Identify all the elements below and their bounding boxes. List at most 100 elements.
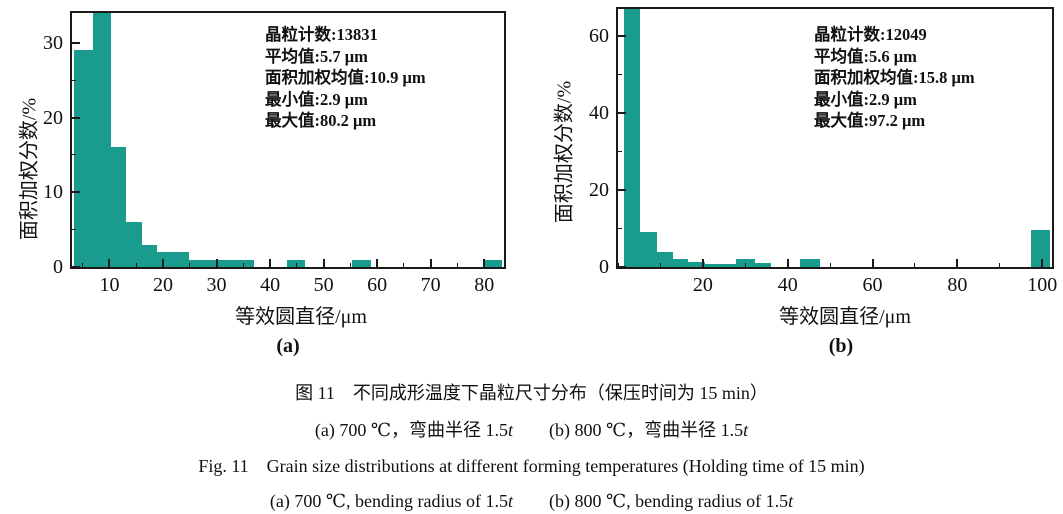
x-minor-tick [999,263,1001,267]
histogram-bar [188,259,254,267]
histogram-bar [673,259,689,267]
x-tick-label: 30 [206,274,227,296]
x-minor-tick [744,263,746,267]
histogram-bar [92,13,111,267]
y-axis-tick [618,34,626,37]
x-axis-tick [376,259,379,267]
y-minor-tick [618,73,622,75]
histogram-bar [704,263,736,267]
x-minor-tick [189,263,191,267]
caption-cn-title: 图 11 不同成形温度下晶粒尺寸分布（保压时间为 15 min） [295,383,768,403]
stats-annotation-line: 面积加权均值:15.8 μm [814,68,975,88]
x-minor-tick [296,263,298,267]
y-minor-tick [72,154,76,156]
stats-annotation-line: 最小值:2.9 μm [265,89,368,109]
x-axis-tick [871,259,874,267]
y-tick-label: 30 [43,31,63,54]
x-tick-label: 20 [153,274,173,296]
x-tick-label: 20 [692,274,713,296]
stats-annotation-line: 平均值:5.7 μm [265,46,368,66]
x-tick-label: 60 [367,274,388,296]
x-axis-tick [215,259,218,267]
y-axis-tick [618,266,626,268]
x-minor-tick [135,263,137,267]
x-axis-tick [108,259,111,267]
x-minor-tick [659,263,661,267]
x-axis-tick [483,259,486,267]
y-minor-tick [72,79,76,81]
stats-annotation-line: 平均值:5.6 μm [814,46,917,66]
caption-en-title: Fig. 11 Grain size distributions at diff… [198,456,865,476]
x-axis-tick [786,259,789,267]
x-minor-tick [456,263,458,267]
y-axis-tick [72,191,80,194]
x-minor-tick [617,263,619,267]
histogram-bar [125,222,142,267]
x-tick-label: 40 [260,274,281,296]
stats-annotation-line: 最大值:80.2 μm [265,111,377,131]
y-axis-tick [72,116,80,119]
y-axis-tick [72,41,80,44]
panel-label-b: (b) [828,335,854,357]
y-minor-tick [618,150,622,152]
histogram-bar [157,252,189,267]
y-tick-label: 0 [599,256,609,278]
x-tick-label: 40 [777,274,798,296]
x-axis-title-a: 等效圆直径/μm [235,306,367,328]
x-tick-label: 10 [99,274,120,296]
y-tick-label: 60 [589,24,609,47]
x-tick-label: 80 [474,274,495,296]
histogram-bar [141,244,158,267]
x-minor-tick [403,263,405,267]
stats-annotation-line: 晶粒计数:13831 [265,25,378,44]
histogram-bar [351,259,371,267]
x-tick-label: 60 [862,274,883,296]
x-axis-tick [1041,259,1044,267]
y-axis-tick [72,266,80,268]
x-axis-tick [269,259,272,267]
stats-annotation-line: 最大值:97.2 μm [814,111,926,131]
histogram-bar [799,259,820,267]
x-tick-label: 100 [1027,274,1058,296]
caption-cn-subtitle: (a) 700 ℃，弯曲半径 1.5t (b) 800 ℃，弯曲半径 1.5t [314,420,749,440]
x-axis-title-b: 等效圆直径/μm [779,306,911,328]
y-axis-tick [618,188,626,191]
panel-label-a: (a) [276,335,300,357]
plot-frame-b [616,7,1054,269]
x-minor-tick [82,263,84,267]
x-tick-label: 50 [313,274,334,296]
histogram-bar [73,50,93,267]
stats-annotation-line: 晶粒计数:12049 [814,25,927,44]
plot-frame-a [70,11,506,269]
y-tick-label: 10 [43,181,63,204]
y-minor-tick [618,227,622,229]
histogram-bar [483,259,502,267]
x-axis-tick [429,259,432,267]
histogram-bar [754,263,772,267]
x-tick-label: 80 [947,274,968,296]
histogram-bar [110,147,126,267]
x-axis-tick [162,259,164,267]
caption-en-subtitle: (a) 700 ℃, bending radius of 1.5t (b) 80… [269,491,794,511]
stats-annotation-line: 最小值:2.9 μm [814,89,917,109]
y-tick-label: 20 [43,106,63,129]
y-tick-label: 0 [53,256,63,278]
y-tick-label: 40 [589,101,609,124]
x-axis-tick [322,259,325,267]
x-axis-tick [956,259,959,267]
histogram-bar [640,232,657,267]
histogram-bar [623,9,641,267]
x-minor-tick [914,263,916,267]
stats-annotation-line: 面积加权均值:10.9 μm [265,68,426,88]
x-tick-label: 70 [420,274,441,296]
x-axis-tick [701,259,704,267]
histogram-bar [287,259,306,267]
histogram-bar [688,261,705,267]
x-minor-tick [242,263,244,267]
histogram-bar [1031,229,1050,267]
y-axis-tick [618,111,626,114]
x-minor-tick [829,263,831,267]
y-tick-label: 20 [589,178,609,201]
y-minor-tick [72,229,76,231]
